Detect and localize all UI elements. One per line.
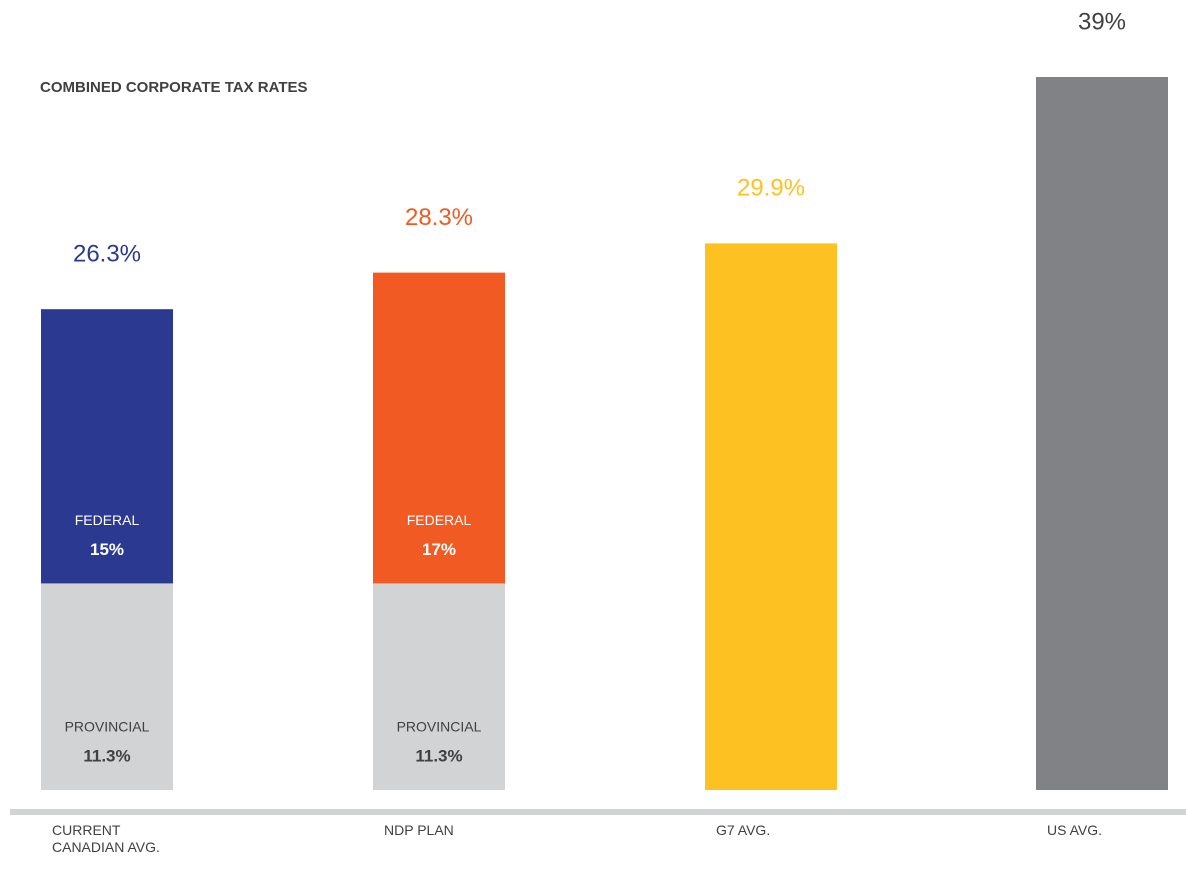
- total-label: 26.3%: [73, 241, 141, 268]
- segment-value-label: 11.3%: [415, 746, 462, 765]
- bar-segment: [41, 309, 173, 584]
- bar: [1036, 77, 1168, 790]
- total-label: 28.3%: [405, 204, 473, 231]
- x-tick-label: G7 AVG.: [716, 822, 771, 838]
- segment-name: FEDERAL: [75, 512, 140, 528]
- bar-segment: [373, 583, 505, 790]
- segment-value-label: 11.3%: [83, 746, 130, 765]
- chart-title: COMBINED CORPORATE TAX RATES: [40, 79, 308, 96]
- segment-value-label: 15%: [90, 540, 124, 559]
- total-label: 29.9%: [737, 175, 805, 202]
- total-label: 39%: [1078, 8, 1126, 35]
- bar-segment: [373, 272, 505, 584]
- bar: [705, 243, 837, 790]
- segment-name: PROVINCIAL: [397, 719, 482, 735]
- bar-segment: [41, 583, 173, 790]
- segment-name: FEDERAL: [407, 512, 472, 528]
- x-tick-label: NDP PLAN: [384, 822, 454, 838]
- x-tick-label: US AVG.: [1047, 822, 1102, 838]
- x-tick-label: CURRENT CANADIAN AVG.: [52, 822, 160, 855]
- segment-name: PROVINCIAL: [65, 719, 150, 735]
- segment-value-label: 17%: [422, 540, 456, 559]
